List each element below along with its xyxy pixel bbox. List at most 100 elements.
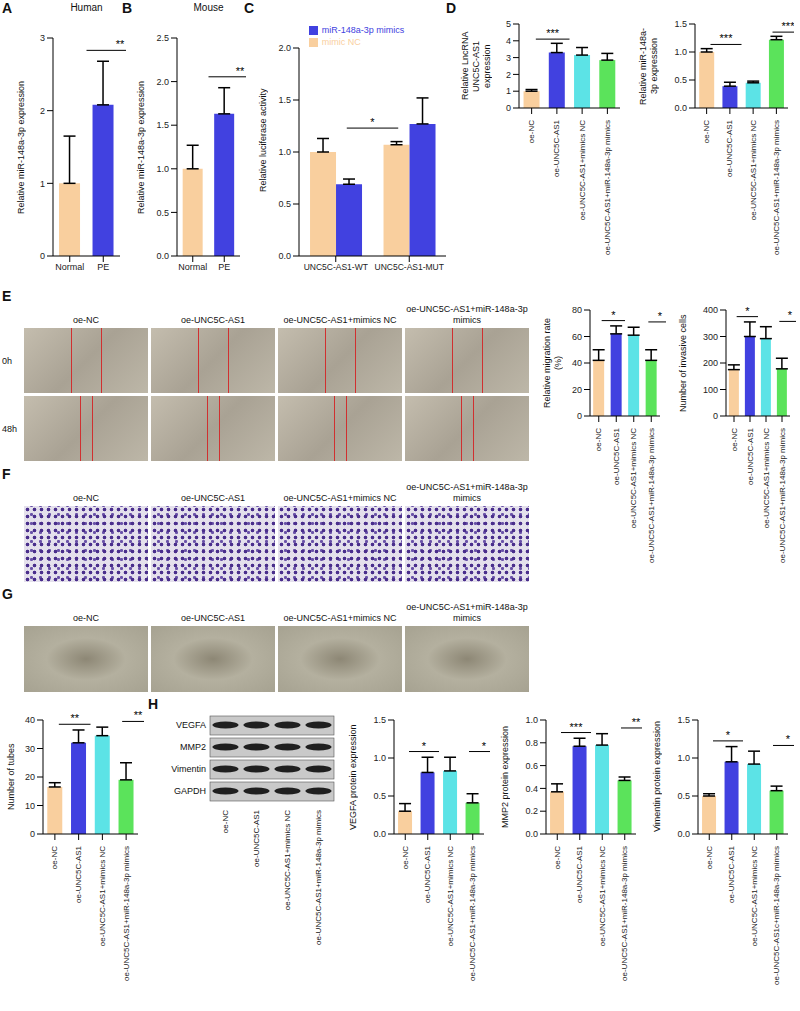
svg-text:0.5: 0.5 [278, 199, 291, 209]
svg-text:oe-NC: oe-NC [50, 846, 59, 869]
svg-text:3: 3 [40, 33, 45, 43]
svg-text:0: 0 [713, 411, 718, 421]
svg-text:10: 10 [25, 801, 35, 811]
svg-text:0.0: 0.0 [373, 829, 386, 839]
svg-text:oe-UNC5C-AS1+mimics NC: oe-UNC5C-AS1+mimics NC [749, 120, 758, 220]
svg-text:***: *** [782, 20, 794, 32]
svg-text:*: * [726, 729, 731, 741]
svg-text:3: 3 [506, 53, 511, 63]
svg-text:oe-UNC5C-AS1+mimics NC: oe-UNC5C-AS1+mimics NC [283, 810, 292, 910]
svg-text:1.5: 1.5 [156, 120, 169, 130]
svg-text:0.5: 0.5 [677, 791, 690, 801]
svg-text:300: 300 [703, 332, 718, 342]
svg-text:MMP2: MMP2 [180, 742, 206, 752]
svg-text:80: 80 [572, 305, 582, 315]
svg-text:60: 60 [572, 332, 582, 342]
svg-text:oe-UNC5C-AS1c+miR-148a-3p mimi: oe-UNC5C-AS1c+miR-148a-3p mimics [772, 846, 781, 985]
svg-text:oe-UNC5C-AS1+mimics NC: oe-UNC5C-AS1+mimics NC [578, 120, 587, 220]
svg-text:1.0: 1.0 [674, 47, 687, 57]
svg-text:0: 0 [40, 251, 45, 261]
svg-text:2: 2 [506, 70, 511, 80]
svg-text:UNC5C-AS1-WT: UNC5C-AS1-WT [304, 262, 368, 272]
svg-text:1.0: 1.0 [278, 147, 291, 157]
svg-text:oe-NC: oe-NC [401, 846, 410, 869]
svg-text:0.4: 0.4 [525, 784, 538, 794]
svg-text:oe-NC: oe-NC [527, 120, 536, 143]
svg-text:*: * [786, 733, 791, 745]
svg-text:0.5: 0.5 [156, 208, 169, 218]
svg-text:oe-UNC5C-AS1+mimics NC: oe-UNC5C-AS1+mimics NC [750, 846, 759, 946]
svg-text:2.0: 2.0 [278, 43, 291, 53]
svg-text:oe-UNC5C-AS1+mimics NC: oe-UNC5C-AS1+mimics NC [629, 428, 638, 528]
svg-text:*: * [658, 310, 663, 322]
svg-text:**: ** [70, 712, 79, 724]
svg-text:1.0: 1.0 [373, 753, 386, 763]
svg-text:2: 2 [40, 106, 45, 116]
svg-text:VEGFA: VEGFA [176, 720, 206, 730]
svg-text:oe-NC: oe-NC [594, 428, 603, 451]
svg-text:0.2: 0.2 [525, 806, 538, 816]
svg-text:oe-UNC5C-AS1+miR-148a-3p mimic: oe-UNC5C-AS1+miR-148a-3p mimics [778, 428, 787, 563]
svg-text:0.0: 0.0 [674, 103, 687, 113]
svg-text:oe-UNC5C-AS1: oe-UNC5C-AS1 [252, 809, 261, 866]
svg-text:1: 1 [40, 179, 45, 189]
svg-text:Vimentin: Vimentin [171, 764, 206, 774]
svg-text:oe-UNC5C-AS1+miR-148a-3p mimic: oe-UNC5C-AS1+miR-148a-3p mimics [468, 846, 477, 981]
svg-text:oe-NC: oe-NC [730, 428, 739, 451]
svg-text:400: 400 [703, 305, 718, 315]
svg-text:UNC5C-AS1-MUT: UNC5C-AS1-MUT [375, 262, 444, 272]
svg-text:oe-UNC5C-AS1+miR-148a-3p mimic: oe-UNC5C-AS1+miR-148a-3p mimics [620, 846, 629, 981]
svg-text:20: 20 [572, 385, 582, 395]
svg-text:GAPDH: GAPDH [174, 786, 206, 796]
svg-text:oe-UNC5C-AS1+miR-148a-3p mimic: oe-UNC5C-AS1+miR-148a-3p mimics [122, 846, 131, 981]
svg-text:1.5: 1.5 [674, 19, 687, 29]
svg-text:0.0: 0.0 [525, 829, 538, 839]
svg-text:oe-NC: oe-NC [705, 846, 714, 869]
svg-text:1.0: 1.0 [156, 164, 169, 174]
svg-text:*: * [370, 116, 375, 128]
svg-text:0: 0 [577, 411, 582, 421]
svg-text:oe-UNC5C-AS1: oe-UNC5C-AS1 [727, 845, 736, 902]
svg-text:30: 30 [25, 744, 35, 754]
svg-text:oe-UNC5C-AS1: oe-UNC5C-AS1 [552, 119, 561, 176]
svg-text:PE: PE [218, 262, 230, 272]
svg-text:oe-UNC5C-AS1: oe-UNC5C-AS1 [612, 427, 621, 484]
svg-text:***: *** [720, 32, 734, 44]
svg-text:0.0: 0.0 [156, 251, 169, 261]
svg-text:1.0: 1.0 [677, 753, 690, 763]
svg-text:1.5: 1.5 [373, 715, 386, 725]
svg-text:100: 100 [703, 385, 718, 395]
svg-text:5: 5 [506, 19, 511, 29]
svg-text:4: 4 [506, 36, 511, 46]
svg-text:1.5: 1.5 [677, 715, 690, 725]
svg-text:200: 200 [703, 358, 718, 368]
svg-text:40: 40 [572, 358, 582, 368]
svg-text:***: *** [570, 721, 584, 733]
svg-text:oe-NC: oe-NC [221, 810, 230, 833]
svg-text:**: ** [134, 709, 143, 721]
svg-text:1.0: 1.0 [525, 715, 538, 725]
svg-text:**: ** [236, 65, 245, 77]
svg-text:oe-UNC5C-AS1+mimics NC: oe-UNC5C-AS1+mimics NC [446, 846, 455, 946]
svg-text:oe-UNC5C-AS1+miR-148a-3p mimic: oe-UNC5C-AS1+miR-148a-3p mimics [772, 120, 781, 255]
svg-text:oe-UNC5C-AS1+mimics NC: oe-UNC5C-AS1+mimics NC [598, 846, 607, 946]
svg-text:*: * [482, 740, 487, 752]
svg-text:oe-NC: oe-NC [553, 846, 562, 869]
svg-text:**: ** [632, 716, 641, 728]
svg-text:0.0: 0.0 [278, 251, 291, 261]
svg-text:Normal: Normal [178, 262, 207, 272]
svg-text:oe-UNC5C-AS1+mimics NC: oe-UNC5C-AS1+mimics NC [98, 846, 107, 946]
svg-text:*: * [788, 309, 793, 321]
svg-text:0.8: 0.8 [525, 738, 538, 748]
svg-text:***: *** [546, 27, 560, 39]
svg-text:oe-NC: oe-NC [702, 120, 711, 143]
svg-text:20: 20 [25, 772, 35, 782]
svg-text:2.5: 2.5 [156, 33, 169, 43]
svg-text:0: 0 [506, 103, 511, 113]
svg-text:1: 1 [506, 86, 511, 96]
svg-text:oe-UNC5C-AS1: oe-UNC5C-AS1 [423, 845, 432, 902]
svg-text:**: ** [116, 38, 125, 50]
svg-text:0: 0 [30, 829, 35, 839]
svg-text:40: 40 [25, 715, 35, 725]
svg-text:PE: PE [97, 262, 109, 272]
